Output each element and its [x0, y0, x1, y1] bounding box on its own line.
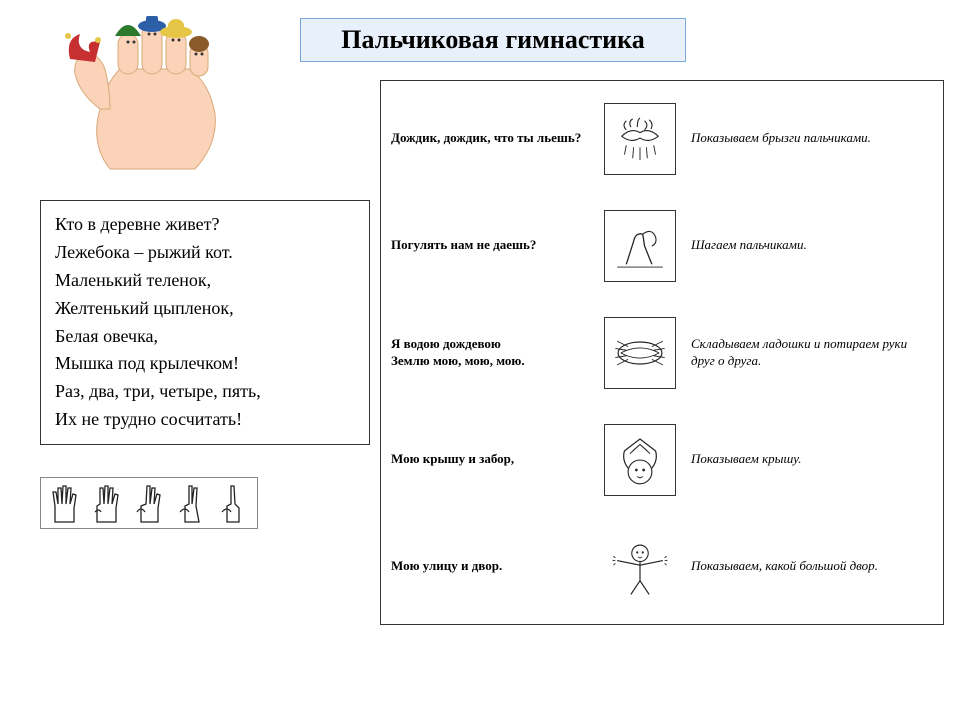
hand-one-icon: [217, 482, 249, 524]
poem-line: Маленький теленок,: [55, 267, 355, 295]
exercise-verse: Мою крышу и забор,: [391, 451, 597, 468]
exercise-row: Мою крышу и забор, Показываем крышу.: [381, 406, 943, 513]
exercise-image-cell: [597, 424, 683, 496]
exercise-instruction: Показываем, какой большой двор.: [683, 558, 933, 575]
splash-hands-icon: [608, 107, 672, 171]
poem-line: Желтенький цыпленок,: [55, 295, 355, 323]
exercise-row: Погулять нам не даешь? Шагаем пальчиками…: [381, 192, 943, 299]
arms-wide-icon: [608, 535, 672, 599]
poem-line: Мышка под крылечком!: [55, 350, 355, 378]
exercise-instruction: Складываем ладошки и потираем руки друг …: [683, 336, 933, 370]
poem-box: Кто в деревне живет? Лежебока – рыжий ко…: [40, 200, 370, 445]
title-text: Пальчиковая гимнастика: [341, 25, 644, 54]
poem-line: Раз, два, три, четыре, пять,: [55, 378, 355, 406]
exercise-instruction: Шагаем пальчиками.: [683, 237, 933, 254]
exercise-verse: Мою улицу и двор.: [391, 558, 597, 575]
exercise-row: Дождик, дождик, что ты льешь? Показываем…: [381, 85, 943, 192]
exercise-image-cell: [597, 532, 683, 602]
page-title: Пальчиковая гимнастика: [300, 18, 686, 62]
hand-four-icon: [91, 482, 123, 524]
finger-puppet-hand: [50, 14, 250, 174]
exercise-verse: Дождик, дождик, что ты льешь?: [391, 130, 597, 147]
walking-fingers-icon: [608, 214, 672, 278]
poem-line: Их не трудно сосчитать!: [55, 406, 355, 434]
exercise-row: Я водою дождевою Землю мою, мою, мою. Ск…: [381, 299, 943, 406]
poem-line: Кто в деревне живет?: [55, 211, 355, 239]
hand-five-icon: [49, 482, 81, 524]
exercise-image-cell: [597, 103, 683, 175]
counting-hands-strip: [40, 477, 258, 529]
hand-two-icon: [175, 482, 207, 524]
exercise-instruction: Показываем брызги пальчиками.: [683, 130, 933, 147]
exercise-instruction: Показываем крышу.: [683, 451, 933, 468]
poem-line: Лежебока – рыжий кот.: [55, 239, 355, 267]
exercise-table: Дождик, дождик, что ты льешь? Показываем…: [380, 80, 944, 625]
roof-hands-icon: [608, 428, 672, 492]
rubbing-palms-icon: [608, 321, 672, 385]
exercise-row: Мою улицу и двор. Показываем, какой боль…: [381, 513, 943, 620]
exercise-verse: Погулять нам не даешь?: [391, 237, 597, 254]
hand-three-icon: [133, 482, 165, 524]
exercise-image-cell: [597, 317, 683, 389]
poem-line: Белая овечка,: [55, 323, 355, 351]
exercise-verse: Я водою дождевою Землю мою, мою, мою.: [391, 336, 597, 370]
exercise-image-cell: [597, 210, 683, 282]
